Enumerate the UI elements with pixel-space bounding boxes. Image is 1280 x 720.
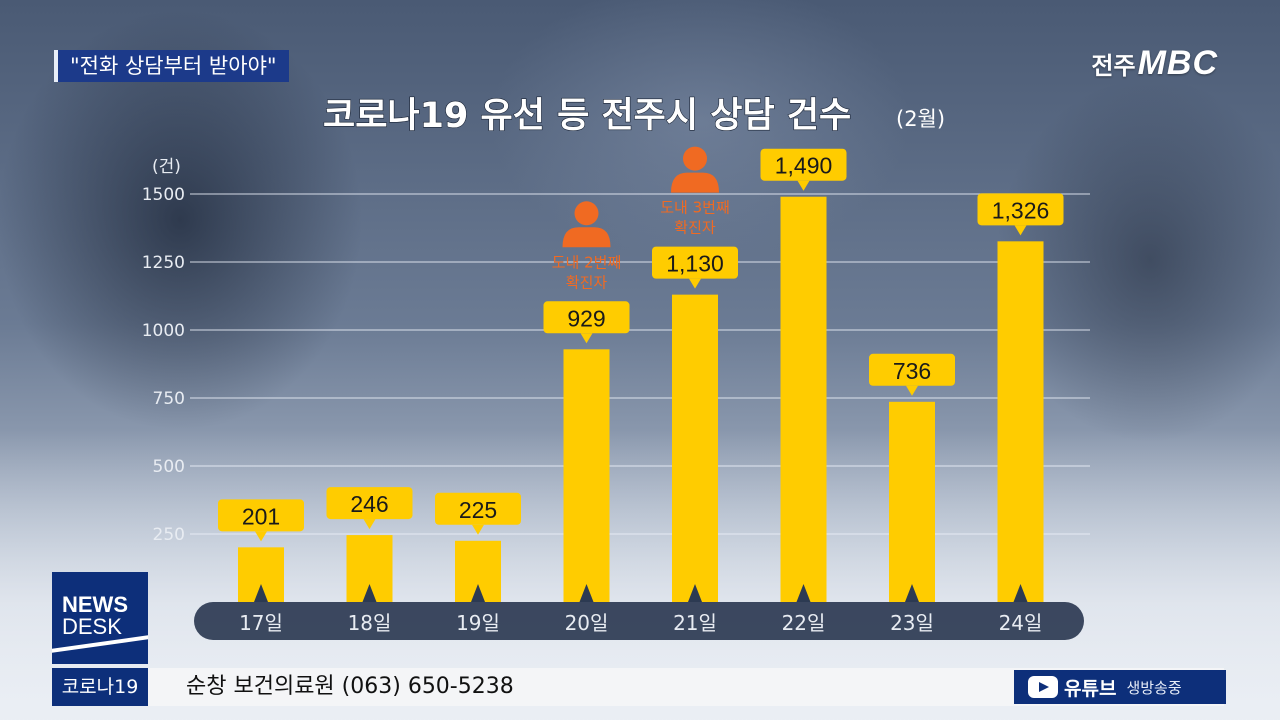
- newsdesk-logo: NEWS DESK: [52, 572, 148, 664]
- newsdesk-line1: NEWS: [62, 592, 128, 617]
- value-label: 1,130: [666, 251, 724, 277]
- youtube-play-icon: [1028, 676, 1058, 698]
- bar-notch: [579, 584, 594, 602]
- value-label: 201: [242, 503, 280, 529]
- value-label-box: [543, 301, 630, 334]
- chart-title: 코로나19 유선 등 전주시 상담 건수: [323, 96, 851, 136]
- bar: [672, 294, 718, 602]
- annotation-text: 도내 2번째: [552, 253, 622, 271]
- value-label-box: [218, 499, 304, 532]
- annotation-text: 확진자: [566, 273, 608, 291]
- youtube-live-text: 생방송중: [1126, 678, 1182, 697]
- value-label-pointer: [1014, 225, 1027, 236]
- x-tick-label: 18일: [348, 611, 392, 635]
- annotation-text: 확진자: [674, 219, 716, 237]
- topic-caption: "전화 상담부터 받아야": [54, 50, 289, 82]
- value-label: 1,326: [992, 197, 1050, 223]
- bar-notch: [471, 584, 485, 602]
- value-label: 929: [567, 305, 605, 331]
- value-label-pointer: [906, 385, 918, 396]
- value-label-pointer: [797, 180, 810, 191]
- value-label-pointer: [689, 278, 701, 289]
- x-tick-label: 23일: [890, 611, 934, 635]
- bar-notch: [254, 584, 268, 602]
- bar-notch: [688, 584, 702, 602]
- x-axis-band-bg: [194, 602, 1084, 640]
- x-tick-label: 19일: [456, 611, 500, 635]
- station-name: MBC: [1137, 44, 1218, 82]
- annotation-text: 도내 3번째: [660, 199, 730, 217]
- y-tick-label: 750: [153, 389, 185, 409]
- chart-subtitle: (2월): [896, 107, 945, 131]
- value-label-pointer: [580, 333, 593, 344]
- bar-notch: [796, 584, 811, 602]
- x-tick-label: 24일: [999, 611, 1043, 635]
- y-axis-unit: (건): [152, 157, 181, 177]
- value-labels: 201 246 225 929 1,130 1,490 736 1,326: [218, 148, 1064, 542]
- value-label-pointer: [472, 524, 484, 535]
- bar: [780, 196, 827, 602]
- value-label-box: [760, 148, 847, 181]
- value-label: 246: [350, 491, 388, 517]
- bar-notch: [1013, 584, 1028, 602]
- value-label-box: [977, 193, 1064, 226]
- value-label-pointer: [363, 519, 376, 530]
- value-label: 736: [893, 358, 931, 384]
- bar-notch: [905, 584, 919, 602]
- y-tick-label: 250: [153, 525, 185, 545]
- ticker-tag: 코로나19: [52, 668, 148, 706]
- station-logo: 전주 MBC: [1091, 44, 1218, 83]
- value-label-box: [326, 487, 413, 520]
- value-label-box: [652, 246, 738, 279]
- y-tick-label: 1000: [142, 321, 185, 341]
- bars: [238, 196, 1044, 602]
- value-label-box: [435, 492, 521, 525]
- x-axis-band: 17일 18일 19일 20일 21일 22일 23일 24일: [194, 602, 1084, 640]
- newsdesk-line2: DESK: [62, 614, 122, 639]
- youtube-label: 유튜브: [1064, 677, 1117, 700]
- youtube-live-badge[interactable]: 유튜브 생방송중: [1014, 670, 1226, 704]
- value-label-pointer: [255, 531, 267, 542]
- x-tick-label: 17일: [239, 611, 283, 635]
- y-tick-label: 500: [153, 457, 185, 477]
- person-icon: [562, 201, 611, 248]
- bar-notch: [362, 584, 377, 602]
- gridlines: 250 500 750 1000 1250 1500: [142, 185, 1090, 545]
- bar: [563, 349, 610, 602]
- value-label: 1,490: [775, 153, 833, 179]
- x-tick-label: 21일: [673, 611, 717, 635]
- x-tick-label: 22일: [782, 611, 826, 635]
- bar: [889, 401, 935, 602]
- bar: [997, 241, 1044, 602]
- station-city: 전주: [1091, 53, 1136, 80]
- x-tick-label: 20일: [565, 611, 609, 635]
- ticker-text: 순창 보건의료원 (063) 650-5238: [186, 674, 514, 699]
- person-icon: [671, 146, 719, 193]
- y-tick-label: 1250: [142, 253, 185, 273]
- value-label: 225: [459, 497, 497, 523]
- value-label-box: [869, 353, 955, 386]
- y-tick-label: 1500: [142, 185, 185, 205]
